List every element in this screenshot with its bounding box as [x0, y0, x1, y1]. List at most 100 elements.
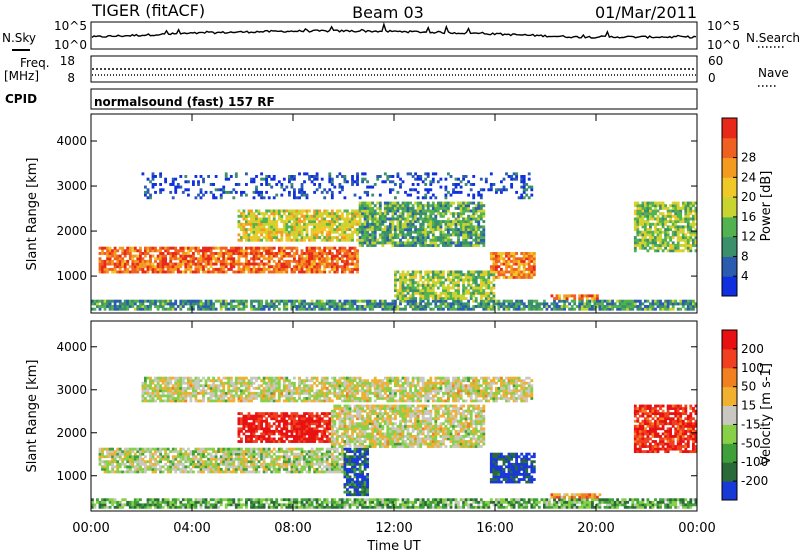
data-cell: [229, 307, 233, 311]
data-cell: [472, 228, 476, 232]
data-cell: [133, 299, 137, 303]
data-cell: [113, 246, 117, 250]
data-cell: [361, 307, 365, 311]
data-cell: [341, 257, 344, 261]
data-cell: [656, 299, 660, 303]
data-cell: [462, 228, 466, 232]
data-cell: [310, 262, 314, 266]
data-cell: [338, 172, 342, 176]
data-cell: [671, 214, 675, 218]
data-cell: [300, 230, 304, 234]
data-cell: [406, 201, 410, 205]
data-cell: [323, 222, 327, 226]
data-cell: [644, 222, 647, 226]
data-cell: [477, 217, 481, 221]
data-cell: [638, 212, 642, 216]
data-cell: [166, 307, 170, 311]
data-cell: [376, 222, 380, 226]
data-cell: [159, 254, 163, 258]
data-cell: [176, 379, 180, 383]
data-cell: [207, 270, 211, 274]
data-cell: [351, 307, 354, 311]
data-cell: [265, 246, 269, 250]
data-cell: [381, 222, 385, 226]
data-cell: [588, 299, 592, 303]
data-cell: [500, 262, 503, 266]
data-cell: [553, 305, 556, 308]
data-cell: [671, 246, 675, 250]
data-cell: [229, 257, 233, 261]
data-cell: [197, 305, 200, 308]
data-cell: [545, 305, 549, 308]
data-cell: [272, 212, 276, 216]
data-cell: [371, 241, 375, 245]
data-cell: [217, 462, 221, 466]
data-cell: [308, 265, 311, 269]
data-cell: [197, 500, 200, 504]
data-cell: [396, 233, 400, 237]
data-cell: [149, 381, 152, 385]
data-cell: [515, 175, 519, 178]
data-cell: [467, 214, 471, 218]
data-cell: [452, 220, 455, 224]
data-cell: [224, 455, 228, 459]
data-cell: [396, 201, 400, 205]
data-cell: [358, 307, 362, 311]
data-cell: [234, 183, 238, 186]
data-cell: [171, 503, 175, 507]
data-cell: [328, 222, 332, 226]
data-cell: [222, 190, 226, 194]
data-cell: [252, 238, 256, 242]
data-cell: [128, 465, 132, 469]
data-cell: [414, 291, 418, 295]
data-cell: [133, 455, 137, 459]
data-cell: [333, 185, 337, 189]
data-cell: [389, 180, 392, 184]
data-cell: [222, 188, 226, 192]
data-cell: [308, 209, 311, 213]
data-cell: [298, 196, 301, 200]
data-cell: [426, 302, 430, 306]
data-cell: [363, 172, 367, 176]
data-cell: [161, 391, 165, 395]
data-cell: [199, 503, 203, 507]
data-cell: [214, 462, 218, 466]
data-cell: [139, 498, 142, 502]
data-cell: [184, 180, 188, 184]
data-cell: [285, 265, 289, 269]
data-cell: [452, 278, 455, 282]
data-cell: [431, 204, 435, 208]
data-cell: [674, 209, 678, 213]
data-cell: [414, 241, 418, 245]
data-cell: [676, 214, 680, 218]
data-cell: [348, 233, 352, 237]
data-cell: [495, 190, 498, 194]
data-cell: [649, 233, 652, 237]
data-cell: [684, 214, 688, 218]
data-cell: [199, 467, 203, 471]
data-cell: [669, 302, 673, 306]
data-cell: [399, 225, 402, 229]
data-cell: [520, 275, 524, 279]
data-cell: [325, 252, 329, 255]
data-cell: [113, 452, 117, 456]
data-cell: [149, 249, 152, 253]
data-cell: [293, 228, 296, 232]
data-cell: [192, 452, 195, 456]
data-cell: [338, 257, 342, 261]
data-cell: [149, 193, 152, 197]
data-cell: [537, 302, 541, 306]
data-cell: [318, 209, 322, 213]
data-cell: [492, 278, 496, 282]
data-cell: [525, 275, 529, 279]
data-cell: [378, 299, 382, 303]
data-cell: [497, 270, 501, 274]
data-cell: [103, 299, 107, 303]
colorbar-swatch: [722, 256, 737, 277]
data-cell: [146, 270, 150, 274]
data-cell: [108, 462, 112, 466]
data-cell: [295, 209, 299, 213]
data-cell: [623, 299, 627, 303]
data-cell: [694, 230, 698, 234]
data-cell: [101, 447, 104, 451]
